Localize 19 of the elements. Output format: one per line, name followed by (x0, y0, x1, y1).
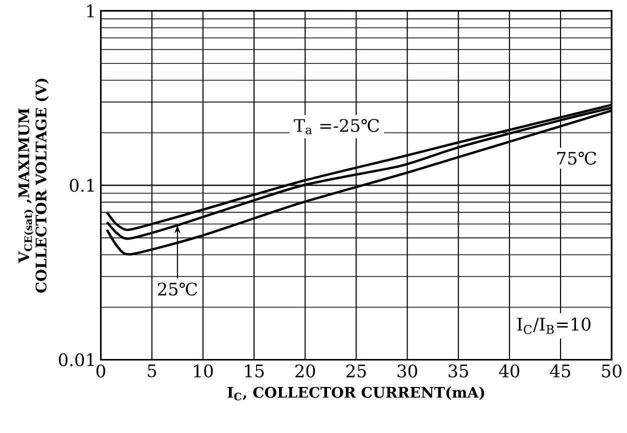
y-tick-label: 0.01 (58, 353, 94, 366)
y-tick-label: 1 (87, 4, 94, 18)
x-tick-label: 35 (448, 364, 468, 378)
x-axis-title: I$_{C}$, COLLECTOR CURRENT(mA) (228, 386, 484, 401)
y-tick-label: 0.1 (70, 178, 94, 192)
x-tick-label: 40 (499, 364, 520, 378)
text: 25℃ (158, 282, 198, 296)
series-label: T$_{a}$ =-25℃ (294, 119, 379, 134)
x-tick-label: 50 (602, 364, 622, 378)
x-tick-label: 30 (398, 364, 418, 378)
annotation: I$_{C}$/I$_{B}$=10 (517, 318, 590, 334)
x-tick-label: 10 (194, 364, 213, 378)
x-tick-label: 45 (550, 364, 570, 378)
x-tick-label: 0 (96, 364, 106, 378)
x-tick-label: 15 (245, 364, 264, 378)
x-tick-label: 5 (148, 364, 156, 378)
x-tick-label: 20 (295, 364, 315, 378)
series-label: 75℃ (557, 152, 596, 165)
x-tick-label: 25 (346, 364, 366, 378)
